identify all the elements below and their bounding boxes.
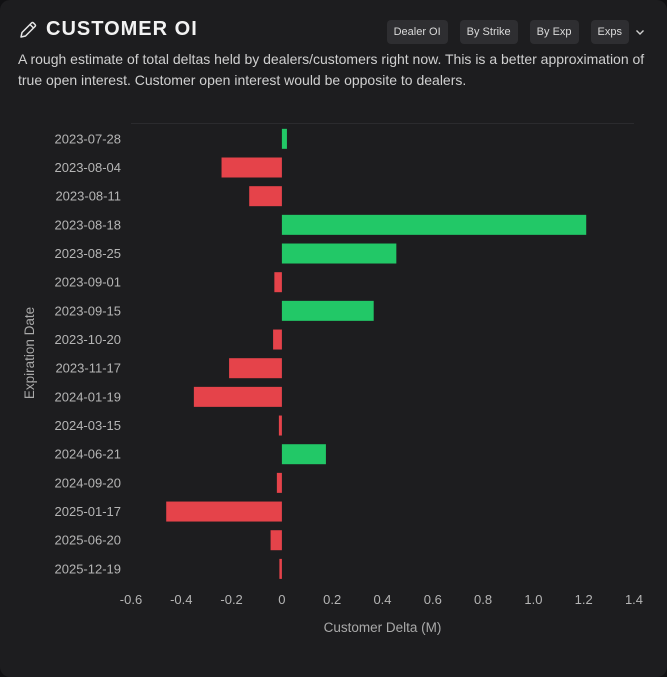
bar-2023-08-04[interactable] bbox=[221, 157, 282, 178]
chevron-down-icon[interactable] bbox=[635, 27, 645, 37]
y-tick-label: 2023-09-15 bbox=[55, 303, 122, 318]
y-tick-label: 2024-09-20 bbox=[55, 475, 122, 490]
card-description: A rough estimate of total deltas held by… bbox=[18, 51, 645, 88]
bar-2023-07-28[interactable] bbox=[281, 128, 287, 149]
dealer-oi-button[interactable]: Dealer OI bbox=[386, 20, 448, 44]
y-tick-label: 2023-11-17 bbox=[55, 361, 121, 376]
bar-2025-06-20[interactable] bbox=[270, 530, 282, 551]
x-tick-label: -0.2 bbox=[220, 592, 242, 607]
bar-2023-09-15[interactable] bbox=[281, 300, 374, 321]
card-header: CUSTOMER OI bbox=[18, 18, 198, 41]
x-tick-label: 0.8 bbox=[474, 592, 492, 607]
x-tick-label: 0.4 bbox=[373, 592, 391, 607]
bar-2023-09-01[interactable] bbox=[274, 272, 282, 293]
bar-2023-11-17[interactable] bbox=[229, 358, 282, 379]
x-tick-label: 0 bbox=[278, 592, 285, 607]
bar-2024-03-15[interactable] bbox=[278, 415, 282, 436]
x-tick-label: 0.2 bbox=[323, 592, 341, 607]
x-tick-label: 1.4 bbox=[625, 592, 643, 607]
y-tick-label: 2023-08-04 bbox=[55, 160, 122, 175]
x-tick-label: -0.4 bbox=[170, 592, 192, 607]
y-tick-label: 2025-01-17 bbox=[55, 504, 122, 519]
y-tick-label: 2023-08-18 bbox=[55, 217, 122, 232]
y-tick-label: 2025-12-19 bbox=[55, 561, 122, 576]
bar-2024-09-20[interactable] bbox=[276, 472, 282, 493]
card-title: CUSTOMER OI bbox=[46, 18, 198, 40]
x-axis-title: Customer Delta (M) bbox=[324, 620, 442, 635]
bar-2025-12-19[interactable] bbox=[279, 558, 282, 579]
y-tick-label: 2023-08-25 bbox=[55, 246, 122, 261]
bar-2023-10-20[interactable] bbox=[273, 329, 282, 350]
bar-2023-08-25[interactable] bbox=[281, 243, 397, 264]
y-tick-label: 2023-09-01 bbox=[55, 275, 122, 290]
x-tick-label: 1.0 bbox=[524, 592, 542, 607]
bar-2023-08-11[interactable] bbox=[249, 186, 282, 207]
x-tick-label: 0.6 bbox=[424, 592, 442, 607]
exps-dropdown[interactable]: Exps bbox=[590, 20, 645, 44]
y-tick-label: 2024-03-15 bbox=[55, 418, 122, 433]
y-tick-label: 2025-06-20 bbox=[55, 533, 122, 548]
x-tick-label: 1.2 bbox=[575, 592, 593, 607]
y-tick-label: 2024-06-21 bbox=[55, 447, 122, 462]
y-axis-title: Expiration Date bbox=[22, 307, 37, 399]
x-tick-label: -0.6 bbox=[120, 592, 142, 607]
view-toolbar: Dealer OI By Strike By Exp Exps bbox=[386, 20, 645, 44]
bar-2024-06-21[interactable] bbox=[281, 444, 326, 465]
bar-2023-08-18[interactable] bbox=[281, 214, 587, 235]
y-tick-label: 2023-07-28 bbox=[55, 131, 122, 146]
y-tick-label: 2023-08-11 bbox=[55, 189, 121, 204]
y-tick-label: 2024-01-19 bbox=[55, 389, 122, 404]
exps-button[interactable]: Exps bbox=[590, 20, 629, 44]
bar-2024-01-19[interactable] bbox=[193, 386, 282, 407]
pencil-icon[interactable] bbox=[18, 20, 38, 40]
by-strike-button[interactable]: By Strike bbox=[459, 20, 518, 44]
y-tick-label: 2023-10-20 bbox=[55, 332, 122, 347]
by-exp-button[interactable]: By Exp bbox=[529, 20, 579, 44]
bar-2025-01-17[interactable] bbox=[166, 501, 282, 522]
